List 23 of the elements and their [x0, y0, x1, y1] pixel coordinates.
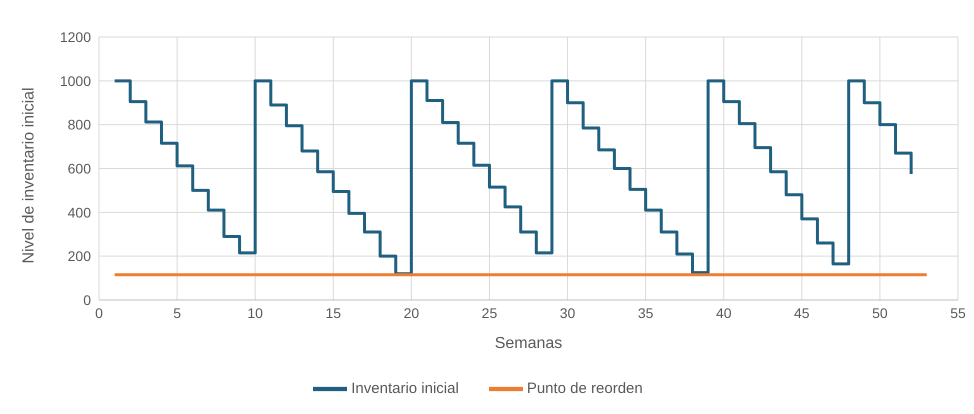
y-tick-label: 600 [68, 160, 92, 176]
x-tick-label: 35 [638, 304, 654, 321]
x-axis-title: Semanas [494, 335, 562, 352]
x-tick-label: 45 [794, 304, 810, 321]
y-tick-label: 400 [68, 204, 92, 220]
y-tick-label: 1000 [60, 72, 92, 89]
y-tick-label: 0 [83, 292, 92, 308]
y-tick-label: 200 [68, 248, 92, 264]
x-tick-label: 25 [482, 304, 498, 321]
legend-label: Punto de reorden [526, 380, 643, 397]
x-tick-label: 30 [560, 304, 576, 321]
x-tick-label: 0 [95, 304, 104, 321]
x-tick-label: 20 [404, 304, 420, 321]
y-tick-label: 800 [68, 116, 92, 133]
legend-label: Inventario inicial [351, 380, 459, 397]
x-tick-label: 5 [173, 304, 182, 321]
x-tick-label: 50 [872, 304, 888, 321]
x-tick-label: 40 [716, 304, 732, 321]
y-tick-label: 1200 [60, 28, 92, 45]
x-tick-label: 15 [325, 304, 342, 321]
x-tick-label: 55 [950, 304, 966, 321]
x-tick-label: 10 [247, 304, 264, 321]
y-axis-title: Nivel de inventario inicial [20, 87, 38, 264]
